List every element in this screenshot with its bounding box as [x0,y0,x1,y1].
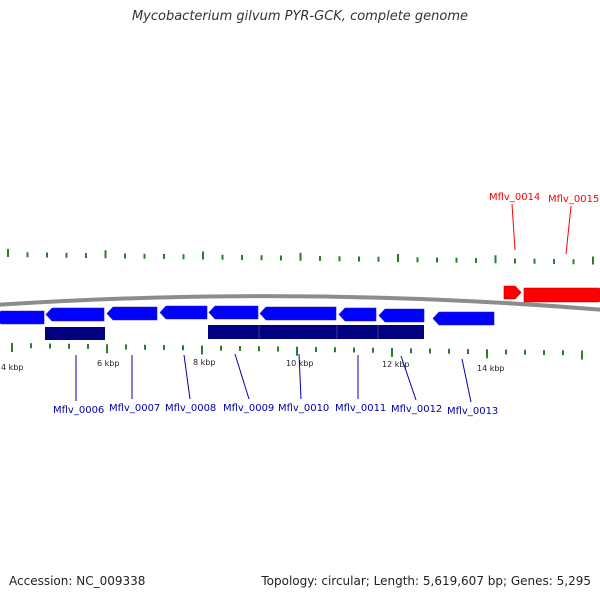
gene-label: Mflv_0010 [278,403,329,414]
accession-text: Accession: NC_009338 [9,574,146,588]
cds-reverse-arrow [208,305,259,320]
gene-label: Mflv_0013 [447,406,498,417]
gene-label: Mflv_0014 [489,192,540,203]
gene-bar [45,327,105,340]
leader-line [298,353,302,400]
gene-label: Mflv_0007 [109,403,160,414]
cds-reverse-arrow [0,310,45,325]
scale-labels: 4 kbp 6 kbp 8 kbp 10 kbp 12 kbp 14 kbp [1,358,505,373]
scale-label: 12 kbp [382,360,410,369]
cds-forward-arrow [503,285,522,300]
cds-reverse-arrow [259,306,337,321]
gene-bar [208,325,424,339]
leader-line [183,354,191,400]
leader-line [461,358,472,403]
genome-backbone [0,294,600,312]
cds-forward-arrow [523,287,600,303]
gene-label: Mflv_0011 [335,403,386,414]
scale-label: 4 kbp [1,363,23,372]
leader-line [511,203,516,251]
gene-label: Mflv_0012 [391,404,442,415]
cds-reverse-arrow [338,307,377,322]
cds-reverse-arrow [159,305,208,320]
gene-label: Mflv_0008 [165,403,216,414]
scale-label: 6 kbp [97,359,119,368]
gene-labels: Mflv_0006 Mflv_0007 Mflv_0008 Mflv_0009 Mflv… [53,192,599,417]
bottom-tick-track [11,343,583,360]
leader-line [234,353,250,400]
cds-reverse-arrow [378,308,425,323]
map-title: Mycobacterium gilvum PYR-GCK, complete g… [131,9,469,24]
gene-label: Mflv_0006 [53,405,104,416]
genome-summary: Topology: circular; Length: 5,619,607 bp… [261,574,591,588]
scale-label: 8 kbp [193,358,215,367]
cds-reverse-arrow [432,311,495,326]
cds-reverse-arrow [106,306,158,321]
top-tick-track [7,249,594,265]
gene-label: Mflv_0009 [223,403,274,414]
leader-line [400,355,417,401]
gene-track [0,285,600,340]
gene-label: Mflv_0015 [548,194,599,205]
scale-label: 14 kbp [477,364,505,373]
leader-line [565,205,572,255]
cds-reverse-arrow [45,307,105,322]
